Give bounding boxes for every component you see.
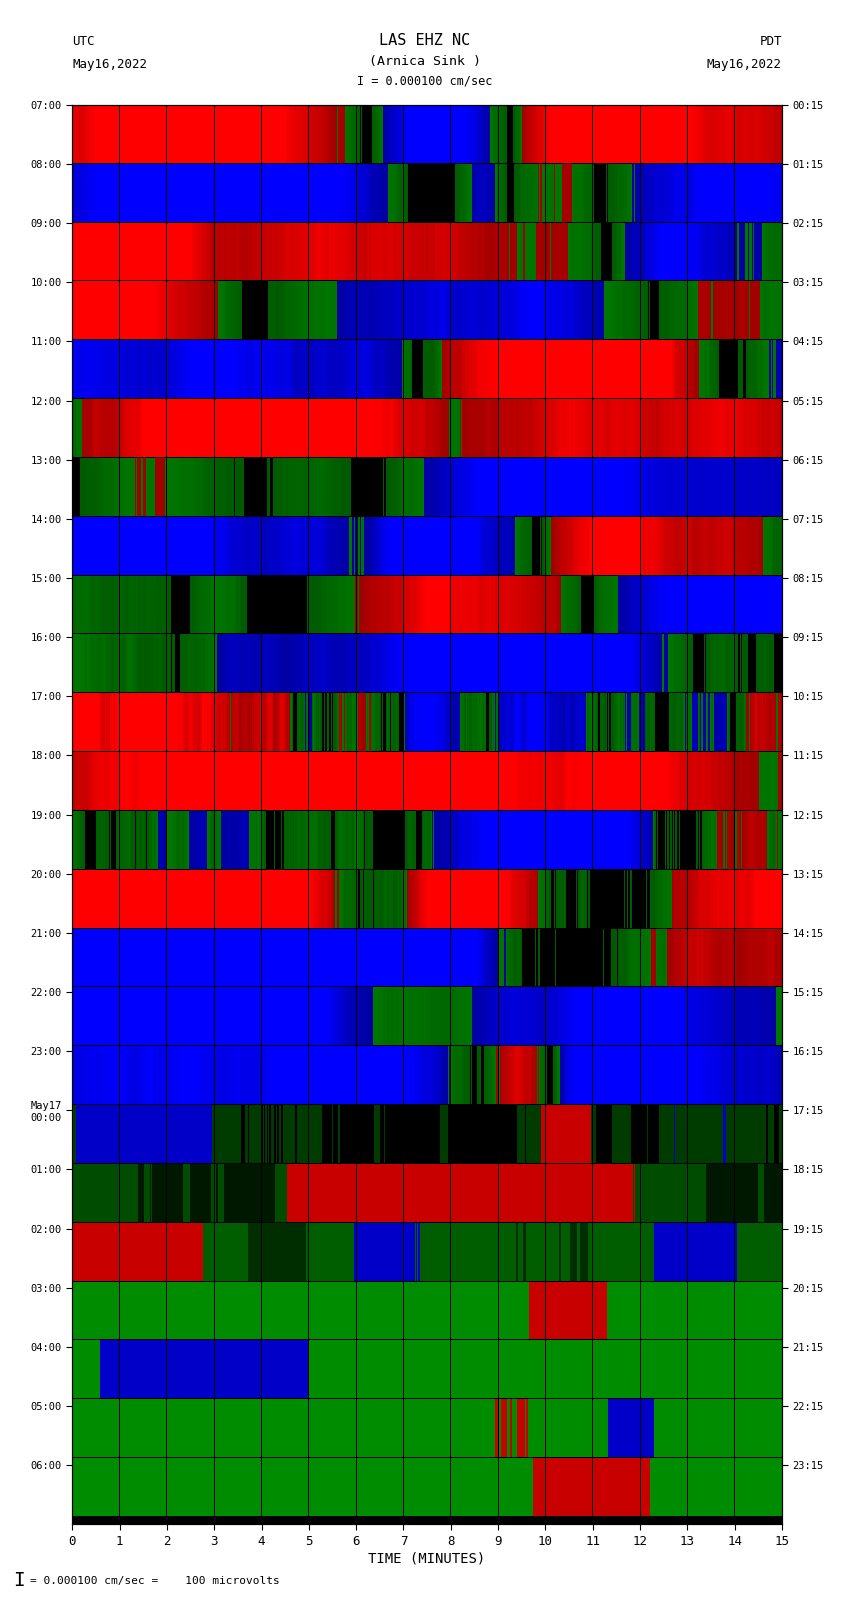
Text: I = 0.000100 cm/sec: I = 0.000100 cm/sec bbox=[357, 74, 493, 87]
Text: (Arnica Sink ): (Arnica Sink ) bbox=[369, 55, 481, 68]
Text: I: I bbox=[13, 1571, 25, 1590]
Text: LAS EHZ NC: LAS EHZ NC bbox=[379, 34, 471, 48]
Text: UTC: UTC bbox=[72, 35, 94, 48]
Text: May16,2022: May16,2022 bbox=[72, 58, 147, 71]
Text: = 0.000100 cm/sec =    100 microvolts: = 0.000100 cm/sec = 100 microvolts bbox=[30, 1576, 280, 1586]
Text: May16,2022: May16,2022 bbox=[707, 58, 782, 71]
X-axis label: TIME (MINUTES): TIME (MINUTES) bbox=[369, 1552, 485, 1566]
Text: PDT: PDT bbox=[760, 35, 782, 48]
